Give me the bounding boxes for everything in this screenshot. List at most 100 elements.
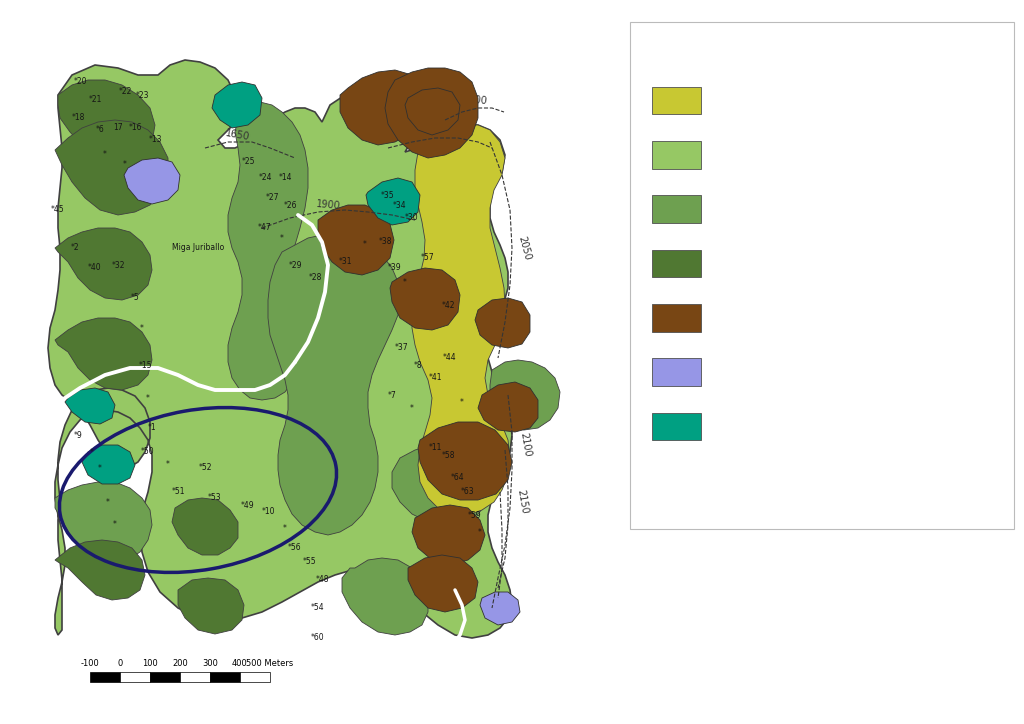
Polygon shape xyxy=(82,445,135,484)
Bar xyxy=(90,672,120,682)
Text: 200: 200 xyxy=(172,659,187,668)
Text: Rhododendron - Vaccinion: Rhododendron - Vaccinion xyxy=(714,312,878,325)
Text: Miga Juriballo: Miga Juriballo xyxy=(172,243,224,253)
Text: 1960: 1960 xyxy=(422,124,447,136)
Text: *57: *57 xyxy=(421,253,435,263)
Text: *: * xyxy=(140,324,144,332)
Text: *22: *22 xyxy=(119,88,132,96)
Text: *13: *13 xyxy=(148,135,162,145)
Text: Caricion nigrae: Caricion nigrae xyxy=(714,421,808,434)
Text: *50: *50 xyxy=(141,447,155,457)
Polygon shape xyxy=(48,60,512,638)
Bar xyxy=(210,672,240,682)
Text: *47: *47 xyxy=(258,224,271,232)
Text: *60: *60 xyxy=(311,634,325,642)
Text: *: * xyxy=(283,523,287,532)
Text: *: * xyxy=(364,240,367,250)
Text: *15: *15 xyxy=(138,361,152,369)
Text: *40: *40 xyxy=(88,264,101,272)
Text: *39: *39 xyxy=(388,264,401,272)
Text: 17: 17 xyxy=(114,124,123,132)
Text: *: * xyxy=(103,151,106,159)
Text: Tipologie: Tipologie xyxy=(666,43,759,62)
Text: 2100: 2100 xyxy=(518,432,532,458)
Polygon shape xyxy=(366,178,420,225)
Text: *35: *35 xyxy=(381,190,395,200)
Text: *55: *55 xyxy=(303,557,316,566)
Text: *49: *49 xyxy=(242,500,255,510)
Text: 1650: 1650 xyxy=(225,128,251,142)
Text: *1: *1 xyxy=(147,424,157,432)
Text: *: * xyxy=(460,397,464,406)
Text: *44: *44 xyxy=(443,353,457,363)
Polygon shape xyxy=(228,102,308,400)
Text: *48: *48 xyxy=(315,576,329,584)
Polygon shape xyxy=(55,120,168,215)
Polygon shape xyxy=(55,318,152,390)
Polygon shape xyxy=(748,312,757,348)
Text: -100: -100 xyxy=(81,659,99,668)
Polygon shape xyxy=(178,578,244,634)
Polygon shape xyxy=(58,80,155,162)
Polygon shape xyxy=(412,505,485,565)
Text: Poion alpinae / Nardion: Poion alpinae / Nardion xyxy=(714,203,859,216)
Text: *52: *52 xyxy=(199,463,212,473)
Text: *14: *14 xyxy=(279,174,292,182)
Text: *7: *7 xyxy=(388,390,396,400)
Text: *: * xyxy=(106,497,110,507)
Polygon shape xyxy=(385,68,478,158)
Polygon shape xyxy=(340,70,425,145)
Text: *63: *63 xyxy=(461,487,475,497)
Text: Seslerion albicantis: Seslerion albicantis xyxy=(714,95,835,108)
Text: *25: *25 xyxy=(242,158,255,167)
Text: *32: *32 xyxy=(112,261,125,269)
Text: *59: *59 xyxy=(468,510,482,520)
Text: *27: *27 xyxy=(265,193,279,203)
Polygon shape xyxy=(478,382,538,432)
Polygon shape xyxy=(490,360,560,430)
Text: *16: *16 xyxy=(128,124,141,132)
Text: *26: *26 xyxy=(284,201,297,209)
Text: *23: *23 xyxy=(135,90,148,99)
Text: *20: *20 xyxy=(74,77,87,86)
Polygon shape xyxy=(480,592,520,625)
Polygon shape xyxy=(172,498,238,555)
Bar xyxy=(150,672,180,682)
Text: *5: *5 xyxy=(131,293,139,303)
Text: Nardion: Nardion xyxy=(714,149,763,162)
Text: *56: *56 xyxy=(288,544,302,552)
Text: N: N xyxy=(742,291,754,304)
Text: *34: *34 xyxy=(393,201,407,209)
Polygon shape xyxy=(390,268,460,330)
Text: *10: *10 xyxy=(261,508,274,516)
Text: *11: *11 xyxy=(428,444,441,452)
Text: *: * xyxy=(280,234,284,243)
Text: *53: *53 xyxy=(208,494,222,502)
Text: *21: *21 xyxy=(88,96,101,104)
Polygon shape xyxy=(318,205,394,275)
Text: 2050: 2050 xyxy=(516,235,532,261)
Text: *: * xyxy=(403,277,407,287)
Polygon shape xyxy=(392,445,492,525)
Text: *: * xyxy=(166,460,170,469)
Text: *18: *18 xyxy=(72,114,85,122)
Text: *64: *64 xyxy=(452,473,465,482)
Text: *38: *38 xyxy=(378,237,392,246)
Bar xyxy=(120,672,150,682)
Text: *45: *45 xyxy=(51,206,65,214)
Polygon shape xyxy=(212,82,262,128)
Text: 500 Meters: 500 Meters xyxy=(247,659,294,668)
Polygon shape xyxy=(268,235,400,535)
Text: *: * xyxy=(113,521,117,529)
Text: *54: *54 xyxy=(311,604,325,613)
Text: *24: *24 xyxy=(258,174,271,182)
Text: *29: *29 xyxy=(288,261,302,269)
Polygon shape xyxy=(412,125,510,515)
Text: *: * xyxy=(478,528,482,536)
Text: 100: 100 xyxy=(142,659,158,668)
Text: *: * xyxy=(123,161,127,169)
Polygon shape xyxy=(406,88,460,135)
Polygon shape xyxy=(55,540,145,600)
Polygon shape xyxy=(55,228,152,300)
Polygon shape xyxy=(408,555,478,612)
